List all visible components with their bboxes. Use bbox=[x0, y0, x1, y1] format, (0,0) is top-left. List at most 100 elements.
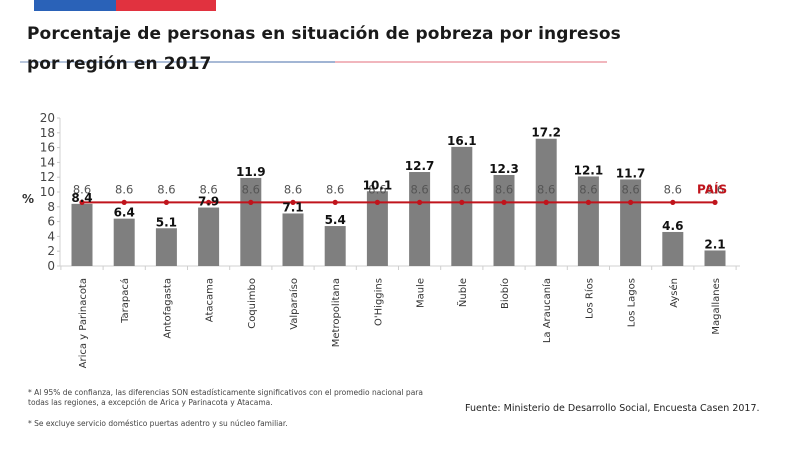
category-label: Magallanes bbox=[711, 278, 722, 335]
national-marker bbox=[374, 199, 380, 205]
bar bbox=[451, 146, 473, 266]
labels-group: 8.6 8.6 8.6 8.6 8.6 8.6 8.6 8.6 8.6 8.6 8.6 8.6 8.6 8… bbox=[71, 126, 727, 252]
national-value-label: 8.6 bbox=[410, 182, 428, 196]
source-note: Fuente: Ministerio de Desarrollo Social,… bbox=[465, 403, 760, 414]
national-marker bbox=[501, 199, 507, 205]
national-value-label: 8.6 bbox=[115, 182, 133, 196]
national-marker bbox=[459, 199, 465, 205]
category-label: Valparaíso bbox=[288, 278, 300, 330]
national-marker bbox=[206, 199, 212, 205]
national-value-label: 8.6 bbox=[579, 182, 597, 196]
y-tick-label: 0 bbox=[47, 259, 55, 273]
y-tick-label: 20 bbox=[40, 111, 55, 125]
category-label: Metropolitana bbox=[331, 278, 342, 347]
bar-value-label: 12.7 bbox=[405, 159, 435, 173]
bar-value-label: 6.4 bbox=[114, 206, 135, 220]
title-divider-blue bbox=[20, 61, 335, 63]
bar bbox=[113, 218, 135, 266]
legend-country-label: PAÍS bbox=[697, 181, 727, 196]
national-value-label: 8.6 bbox=[537, 182, 555, 196]
chart-title-line1: Porcentaje de personas en situación de p… bbox=[27, 24, 621, 44]
national-marker bbox=[543, 199, 549, 205]
bar bbox=[620, 179, 642, 266]
y-axis-label: % bbox=[22, 192, 34, 206]
x-axis bbox=[60, 265, 740, 270]
bar-value-label: 10.1 bbox=[363, 178, 393, 192]
y-tick-label: 16 bbox=[40, 141, 55, 155]
national-marker bbox=[332, 199, 338, 205]
bar bbox=[704, 250, 726, 266]
y-tick-label: 4 bbox=[47, 229, 55, 243]
national-marker bbox=[628, 199, 634, 205]
national-value-label: 8.6 bbox=[495, 182, 513, 196]
bar-value-label: 5.4 bbox=[325, 213, 346, 227]
national-value-label: 8.6 bbox=[73, 182, 91, 196]
category-label: Biobío bbox=[499, 278, 511, 309]
bar-value-label: 2.1 bbox=[704, 237, 725, 251]
bars-group bbox=[71, 138, 726, 266]
category-label: Antofagasta bbox=[162, 278, 173, 339]
footnote-exclusion: * Se excluye servicio doméstico puertas … bbox=[28, 419, 288, 428]
category-label: Arica y Parinacota bbox=[78, 278, 89, 368]
category-label: Los Lagos bbox=[627, 278, 638, 327]
bar-value-label: 7.9 bbox=[198, 195, 219, 209]
national-value-label: 8.6 bbox=[453, 182, 471, 196]
footnote-significance: * Al 95% de confianza, las diferencias S… bbox=[28, 388, 423, 407]
national-marker bbox=[712, 199, 718, 205]
bar bbox=[409, 172, 431, 266]
y-tick-label: 2 bbox=[47, 244, 55, 258]
category-label: Coquimbo bbox=[247, 278, 258, 329]
y-tick-label: 12 bbox=[40, 170, 55, 184]
bar bbox=[155, 228, 177, 266]
category-labels: Arica y Parinacota Tarapacá Antofagasta Ata… bbox=[78, 278, 722, 368]
bar-value-label: 11.9 bbox=[236, 165, 266, 179]
national-value-label: 8.6 bbox=[242, 182, 260, 196]
category-label: Tarapacá bbox=[119, 278, 131, 324]
flag-stripe-red bbox=[116, 0, 216, 11]
y-tick-label: 14 bbox=[40, 155, 55, 169]
bar-value-label: 5.1 bbox=[156, 215, 177, 229]
national-value-label: 8.6 bbox=[199, 182, 217, 196]
national-marker bbox=[79, 199, 85, 205]
national-value-label: 8.6 bbox=[664, 182, 682, 196]
national-value-label: 8.6 bbox=[157, 182, 175, 196]
bar-value-label: 11.7 bbox=[616, 166, 646, 180]
bar-value-label: 17.2 bbox=[531, 126, 561, 140]
bar bbox=[662, 231, 684, 266]
national-marker bbox=[417, 199, 423, 205]
category-label: La Araucanía bbox=[541, 278, 553, 343]
chart-title-line2: por región en 2017 bbox=[27, 54, 212, 74]
national-line-group bbox=[79, 199, 718, 205]
bar-value-label: 12.3 bbox=[489, 162, 519, 176]
national-marker bbox=[248, 199, 254, 205]
category-label: Los Ríos bbox=[583, 278, 595, 319]
national-value-label: 8.6 bbox=[326, 182, 344, 196]
bar bbox=[577, 176, 599, 266]
national-marker bbox=[290, 199, 296, 205]
y-tick-label: 6 bbox=[47, 215, 55, 229]
national-value-label: 8.6 bbox=[621, 182, 639, 196]
y-tick-label: 18 bbox=[40, 126, 55, 140]
flag-stripe-blue bbox=[34, 0, 116, 11]
bar bbox=[282, 213, 304, 266]
bar bbox=[366, 191, 388, 266]
national-marker bbox=[163, 199, 169, 205]
y-tick-label: 10 bbox=[40, 185, 55, 199]
title-divider-red bbox=[335, 61, 607, 63]
bar-value-label: 16.1 bbox=[447, 134, 477, 148]
national-marker bbox=[585, 199, 592, 205]
national-value-label: 8.6 bbox=[706, 182, 724, 196]
bar bbox=[324, 226, 346, 266]
bar bbox=[493, 174, 515, 266]
national-marker bbox=[670, 199, 676, 205]
category-label: Ñuble bbox=[456, 278, 469, 307]
national-marker bbox=[121, 199, 127, 205]
bar bbox=[198, 207, 220, 266]
bar-value-label: 12.1 bbox=[574, 163, 604, 177]
category-label: Atacama bbox=[205, 278, 216, 322]
bar bbox=[240, 177, 262, 266]
bar-value-label: 7.1 bbox=[282, 200, 303, 214]
national-value-label: 8.6 bbox=[368, 182, 386, 196]
